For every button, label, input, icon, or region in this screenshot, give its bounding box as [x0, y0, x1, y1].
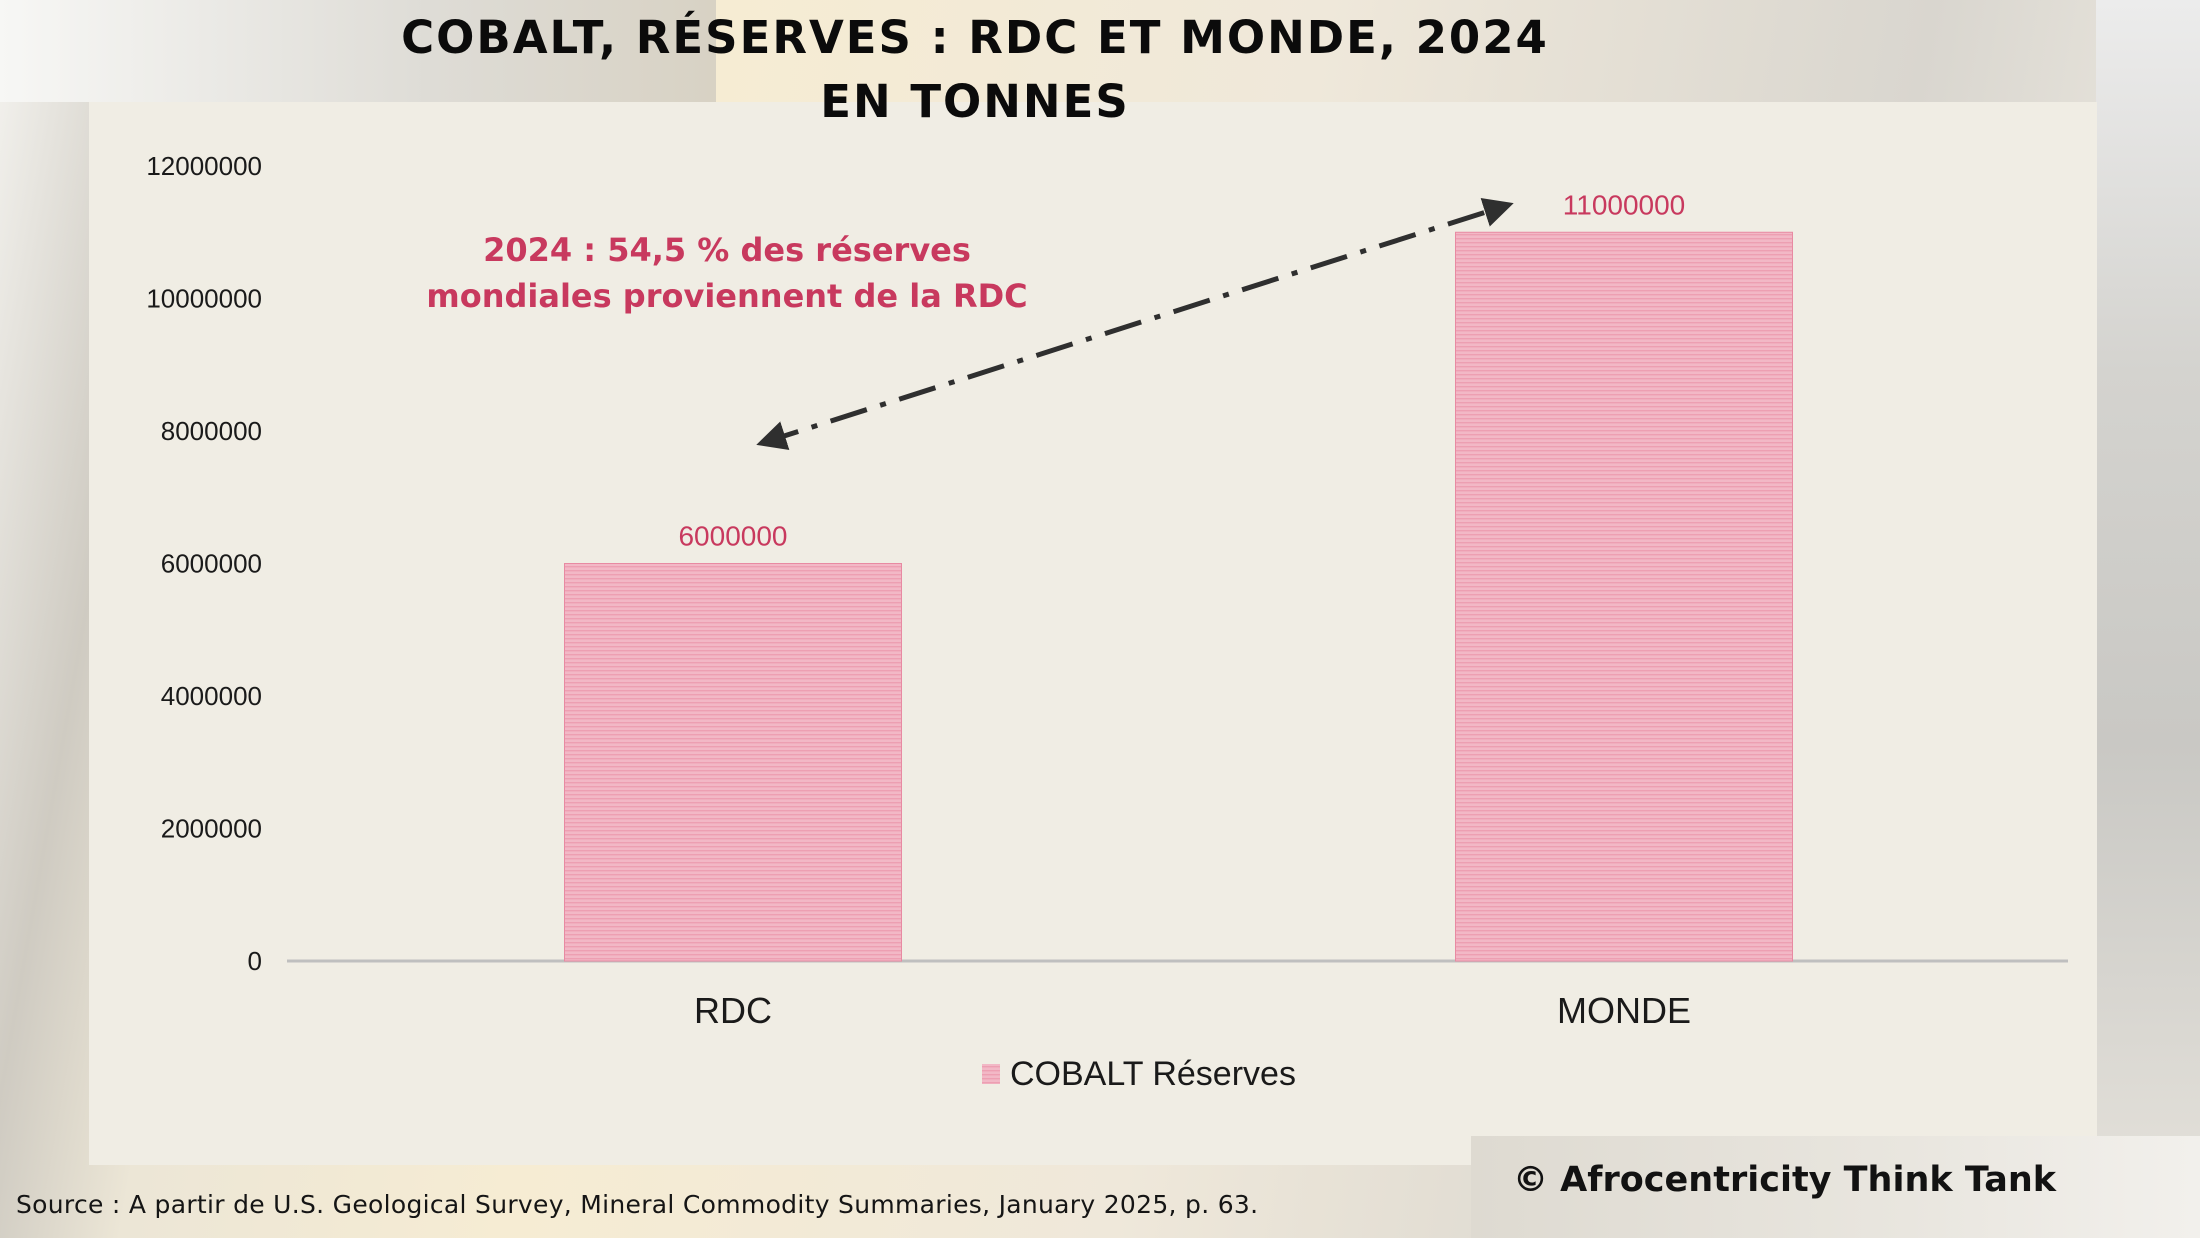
annotation-line2: mondiales proviennent de la RDC — [426, 277, 1027, 315]
chart-title-line1: COBALT, RÉSERVES : RDC ET MONDE, 2024 — [401, 11, 1549, 64]
y-axis: 0 2000000 4000000 6000000 8000000 10000000 120… — [146, 151, 262, 976]
bars: 6000000 11000000 — [564, 189, 1793, 962]
background-right-strip — [2096, 0, 2200, 1238]
y-tick-label: 2000000 — [161, 814, 262, 844]
x-tick-label: RDC — [694, 990, 772, 1031]
data-label: 11000000 — [1563, 189, 1686, 220]
y-tick-label: 8000000 — [161, 416, 262, 446]
legend: COBALT Réserves — [982, 1055, 1296, 1093]
x-axis: RDC MONDE — [694, 990, 1691, 1031]
source-note: Source : A partir de U.S. Geological Sur… — [16, 1190, 1259, 1219]
y-tick-label: 6000000 — [161, 549, 262, 579]
annotation-line1: 2024 : 54,5 % des réserves — [483, 231, 971, 269]
y-tick-label: 4000000 — [161, 681, 262, 711]
copyright-box: © Afrocentricity Think Tank — [1471, 1136, 2200, 1238]
bar-rdc — [564, 563, 902, 962]
y-tick-label: 0 — [248, 946, 262, 976]
bar-monde — [1455, 231, 1793, 962]
chart-title: COBALT, RÉSERVES : RDC ET MONDE, 2024 EN… — [270, 6, 1680, 134]
legend-label: COBALT Réserves — [1010, 1055, 1296, 1093]
legend-swatch — [982, 1064, 1000, 1084]
data-label: 6000000 — [678, 521, 787, 552]
background-top-left — [0, 0, 716, 102]
chart-title-line2: EN TONNES — [820, 75, 1130, 128]
annotation-arrow — [756, 198, 1514, 450]
x-tick-label: MONDE — [1557, 990, 1691, 1031]
y-tick-label: 10000000 — [146, 284, 262, 314]
y-tick-label: 12000000 — [146, 151, 262, 181]
copyright-text: © Afrocentricity Think Tank — [1513, 1160, 2057, 1200]
